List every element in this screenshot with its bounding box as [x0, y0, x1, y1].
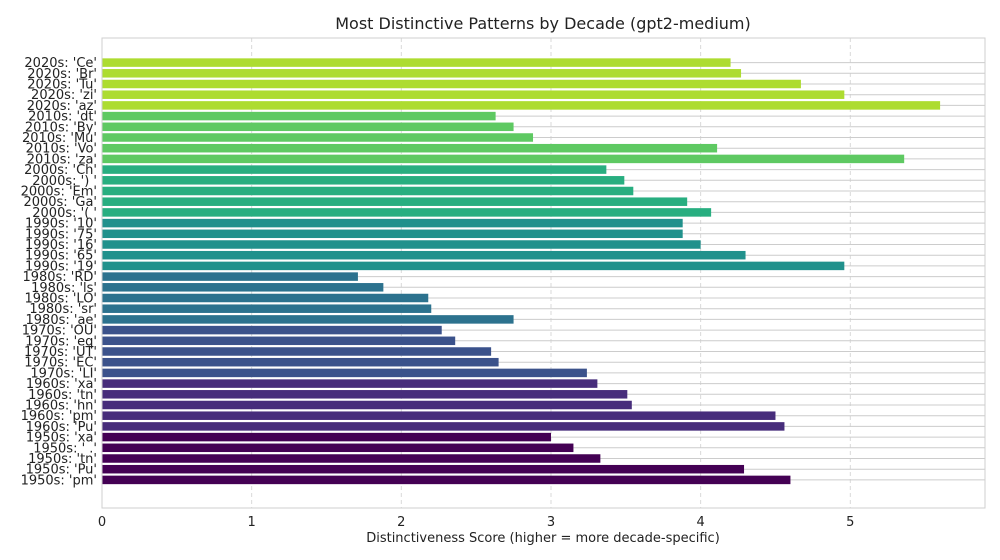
bar	[102, 154, 905, 164]
bar	[102, 133, 534, 142]
bar	[102, 111, 496, 121]
bar-layer	[102, 58, 941, 485]
y-tick-label: 1950s: ' .'	[33, 441, 97, 456]
bar	[102, 197, 688, 206]
y-tick-label: 2000s: 'Ga'	[23, 195, 97, 210]
y-tick-label: 1970s: 'LI'	[30, 366, 97, 381]
y-tick-label: 1980s: 'sr'	[29, 302, 97, 317]
y-tick-label: 2010s: 'Mu'	[22, 131, 97, 146]
x-tick-labels: 0 1 2 3 4 5	[98, 515, 855, 530]
y-tick-label: 2000s: 'Ch'	[24, 163, 97, 178]
bar	[102, 464, 745, 474]
bar	[102, 69, 742, 78]
bar	[102, 272, 358, 281]
x-tick-label: 2	[397, 515, 405, 530]
plot-frame	[101, 37, 986, 509]
chart-title: Most Distinctive Patterns by Decade (gpt…	[335, 14, 751, 33]
bar	[102, 143, 718, 153]
y-tick-label: 1990s: '10'	[25, 217, 97, 232]
y-tick-label: 1950s: 'xa'	[26, 431, 97, 446]
y-tick-label: 2020s: 'Br'	[27, 67, 97, 82]
bar	[102, 357, 499, 367]
y-tick-label: 2010s: 'za'	[27, 152, 97, 167]
y-tick-label: 1960s: 'hn'	[25, 399, 97, 414]
bar	[102, 250, 746, 260]
bar	[102, 229, 683, 239]
bar	[102, 293, 429, 303]
bar	[102, 283, 384, 292]
x-tick-label: 1	[248, 515, 256, 530]
bar	[102, 165, 607, 174]
y-tick-label: 1990s: '16'	[25, 238, 97, 253]
bar	[102, 261, 845, 271]
y-tick-label: 1950s: 'tn'	[28, 452, 97, 467]
y-tick-label: 1990s: '19'	[25, 259, 97, 274]
bar	[102, 186, 634, 196]
y-tick-label: 1970s: 'eq'	[25, 334, 97, 349]
bar	[102, 475, 791, 485]
y-tick-label: 1960s: 'Pu'	[26, 420, 97, 435]
y-tick-label: 1970s: 'OU'	[22, 324, 97, 339]
y-tick-label: 1950s: 'pm'	[21, 473, 97, 488]
y-tick-label: 2000s: ') '	[32, 174, 97, 189]
bar	[102, 368, 587, 378]
x-tick-label: 5	[846, 515, 854, 530]
y-tick-label: 1950s: 'Pu'	[26, 463, 97, 478]
bar	[102, 176, 625, 185]
bar	[102, 218, 683, 228]
bar	[102, 336, 456, 346]
bar	[102, 422, 785, 431]
bar	[102, 79, 801, 89]
y-tick-label: 2010s: 'By'	[25, 120, 97, 135]
y-tick-label: 1980s: 'LO'	[24, 292, 97, 307]
y-tick-label: 1970s: 'UT'	[24, 345, 97, 360]
bar	[102, 379, 598, 388]
x-axis-label: Distinctiveness Score (higher = more dec…	[366, 531, 720, 546]
y-tick-label: 2000s: '( '	[32, 206, 97, 221]
bar	[102, 240, 701, 249]
y-tick-label: 2020s: 'zi'	[31, 88, 97, 103]
bar	[102, 390, 628, 399]
y-tick-labels: 2020s: 'Ce'2020s: 'Br'2020s: 'Tu'2020s: …	[21, 56, 97, 488]
y-tick-label: 1990s: '65'	[25, 249, 97, 264]
bar	[102, 400, 632, 410]
y-tick-label: 2000s: 'Em'	[21, 185, 97, 200]
x-tick-label: 4	[697, 515, 705, 530]
bar	[102, 304, 432, 313]
bar	[102, 325, 442, 335]
bar	[102, 411, 776, 420]
y-tick-label: 1980s: 'ls'	[31, 281, 97, 296]
bar	[102, 454, 601, 463]
bar	[102, 208, 712, 217]
y-tick-label: 2020s: 'Tu'	[27, 78, 97, 93]
y-tick-label: 1990s: '75'	[25, 227, 97, 242]
bar	[102, 315, 514, 324]
y-tick-label: 1980s: 'RD'	[22, 270, 97, 285]
y-tick-label: 1960s: 'tn'	[28, 388, 97, 403]
y-tick-label: 1960s: 'pm'	[21, 409, 97, 424]
y-tick-label: 2020s: 'Ce'	[24, 56, 97, 71]
y-tick-label: 1970s: 'EC'	[24, 356, 97, 371]
y-tick-label: 2010s: 'Vo'	[26, 142, 97, 157]
y-tick-label: 2020s: 'az'	[27, 99, 97, 114]
y-tick-label: 1980s: 'ae'	[26, 313, 97, 328]
x-tick-label: 3	[547, 515, 555, 530]
x-tick-label: 0	[98, 515, 106, 530]
bar	[102, 443, 574, 453]
bar	[102, 347, 492, 356]
y-tick-label: 1960s: 'xa'	[26, 377, 97, 392]
bar	[102, 101, 941, 110]
bar	[102, 432, 551, 442]
bar	[102, 58, 731, 67]
bar	[102, 122, 514, 132]
bar	[102, 90, 845, 99]
y-tick-label: 2010s: 'dt'	[28, 110, 97, 125]
